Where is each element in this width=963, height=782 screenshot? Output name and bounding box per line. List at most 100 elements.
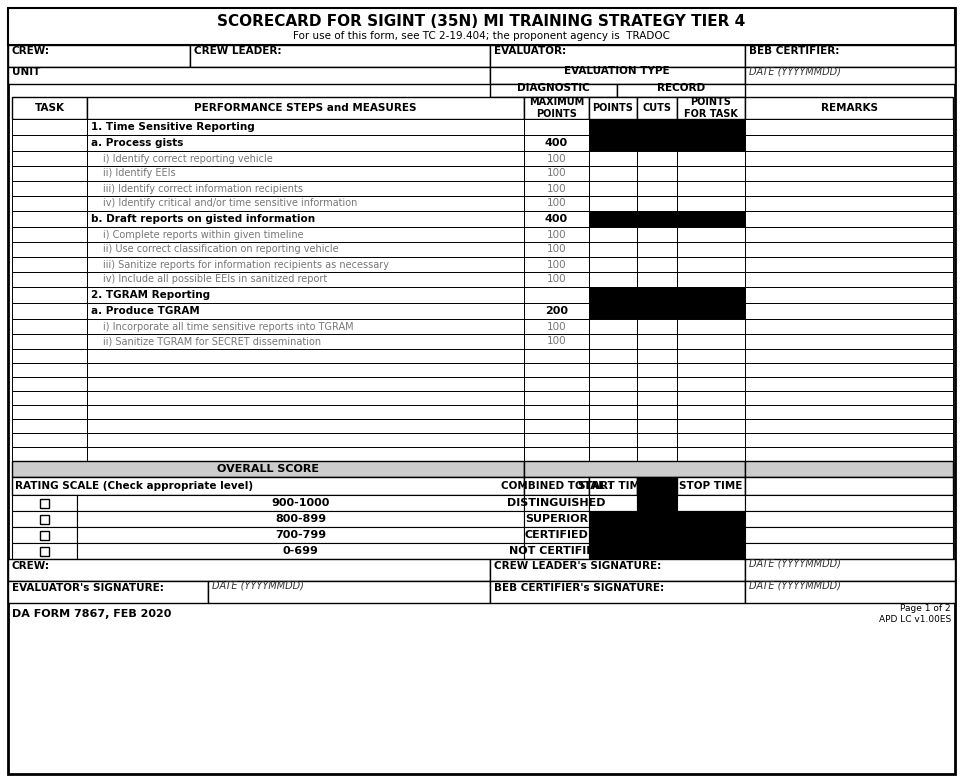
Bar xyxy=(637,419,677,433)
Text: 0-699: 0-699 xyxy=(282,546,319,556)
Bar xyxy=(12,196,87,211)
Bar xyxy=(12,242,87,257)
Bar xyxy=(87,257,524,272)
Text: BEB CERTIFIER's SIGNATURE:: BEB CERTIFIER's SIGNATURE: xyxy=(494,583,664,593)
Text: i) Complete reports within given timeline: i) Complete reports within given timelin… xyxy=(103,229,303,239)
Bar xyxy=(524,303,589,319)
Text: 800-899: 800-899 xyxy=(275,514,326,524)
Bar xyxy=(637,349,677,363)
Bar xyxy=(40,530,49,540)
Text: TASK: TASK xyxy=(35,103,65,113)
Bar xyxy=(745,377,953,391)
Text: 100: 100 xyxy=(547,260,566,270)
Bar xyxy=(87,303,524,319)
Bar xyxy=(12,461,524,477)
Bar xyxy=(524,151,589,166)
Bar xyxy=(745,543,953,559)
Bar xyxy=(637,363,677,377)
Bar xyxy=(87,287,524,303)
Bar xyxy=(524,242,589,257)
Bar xyxy=(12,405,87,419)
Bar xyxy=(12,227,87,242)
Bar xyxy=(524,495,589,511)
Bar xyxy=(12,211,87,227)
Bar xyxy=(524,511,589,527)
Bar xyxy=(745,181,953,196)
Bar xyxy=(745,257,953,272)
Bar xyxy=(677,166,745,181)
Bar xyxy=(637,433,677,447)
Text: 100: 100 xyxy=(547,321,566,332)
Bar xyxy=(12,447,87,461)
Bar xyxy=(490,581,745,603)
Bar xyxy=(637,227,677,242)
Bar xyxy=(745,527,953,543)
Bar xyxy=(589,334,637,349)
Text: COMBINED TOTAL :: COMBINED TOTAL : xyxy=(501,481,612,491)
Bar xyxy=(637,135,677,151)
Bar xyxy=(8,8,955,45)
Text: iii) Identify correct information recipients: iii) Identify correct information recipi… xyxy=(103,184,303,193)
Bar xyxy=(637,272,677,287)
Text: ii) Identify EEIs: ii) Identify EEIs xyxy=(103,168,175,178)
Bar xyxy=(677,419,745,433)
Text: DATE (YYYYMMDD): DATE (YYYYMMDD) xyxy=(749,67,841,77)
Bar xyxy=(745,391,953,405)
Text: b. Draft reports on gisted information: b. Draft reports on gisted information xyxy=(91,214,315,224)
Bar xyxy=(745,363,953,377)
Text: i) Incorporate all time sensitive reports into TGRAM: i) Incorporate all time sensitive report… xyxy=(103,321,353,332)
Bar xyxy=(12,181,87,196)
Bar xyxy=(589,391,637,405)
Bar xyxy=(589,527,745,543)
Text: ii) Sanitize TGRAM for SECRET dissemination: ii) Sanitize TGRAM for SECRET disseminat… xyxy=(103,336,321,346)
Bar xyxy=(677,377,745,391)
Bar xyxy=(677,495,745,511)
Text: 100: 100 xyxy=(547,245,566,254)
Text: CREW LEADER:: CREW LEADER: xyxy=(194,46,281,56)
Bar xyxy=(87,272,524,287)
Text: DATE (YYYYMMDD): DATE (YYYYMMDD) xyxy=(749,559,841,569)
Bar xyxy=(524,377,589,391)
Bar xyxy=(524,287,589,303)
Text: UNIT: UNIT xyxy=(12,67,40,77)
Bar xyxy=(745,581,955,603)
Bar xyxy=(40,515,49,523)
Bar xyxy=(490,67,745,84)
Text: CERTIFIED: CERTIFIED xyxy=(525,530,588,540)
Bar xyxy=(745,211,953,227)
Text: 100: 100 xyxy=(547,153,566,163)
Bar xyxy=(677,181,745,196)
Text: 100: 100 xyxy=(547,336,566,346)
Bar xyxy=(589,227,637,242)
Bar xyxy=(677,447,745,461)
Bar xyxy=(524,334,589,349)
Bar xyxy=(589,196,637,211)
Bar xyxy=(617,84,745,97)
Text: REMARKS: REMARKS xyxy=(820,103,877,113)
Bar xyxy=(524,461,745,477)
Text: RATING SCALE (Check appropriate level): RATING SCALE (Check appropriate level) xyxy=(15,481,253,491)
Text: CUTS: CUTS xyxy=(642,103,671,113)
Bar xyxy=(589,151,637,166)
Bar xyxy=(12,97,87,119)
Bar xyxy=(589,419,637,433)
Bar xyxy=(589,543,745,559)
Bar xyxy=(589,495,637,511)
Bar xyxy=(87,151,524,166)
Bar xyxy=(677,405,745,419)
Bar xyxy=(589,97,637,119)
Bar xyxy=(637,391,677,405)
Bar xyxy=(745,151,953,166)
Bar xyxy=(12,166,87,181)
Bar xyxy=(637,181,677,196)
Text: a. Produce TGRAM: a. Produce TGRAM xyxy=(91,306,199,316)
Bar xyxy=(524,349,589,363)
Bar xyxy=(524,227,589,242)
Bar xyxy=(677,334,745,349)
Text: 1. Time Sensitive Reporting: 1. Time Sensitive Reporting xyxy=(91,122,255,132)
Bar xyxy=(637,97,677,119)
Bar xyxy=(12,391,87,405)
Text: RECORD: RECORD xyxy=(657,83,705,93)
Bar xyxy=(589,377,637,391)
Bar xyxy=(677,363,745,377)
